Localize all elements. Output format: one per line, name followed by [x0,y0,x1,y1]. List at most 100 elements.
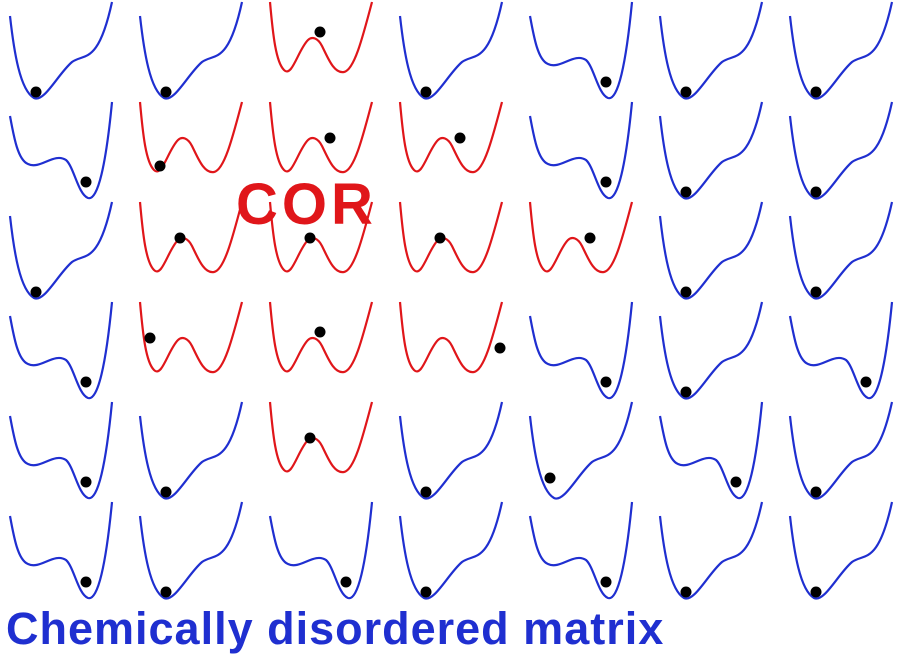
well-curve [398,201,504,274]
well-curve [528,301,634,400]
matrix-potential-well [788,101,894,200]
particle-dot [810,586,822,598]
particle-dot [340,576,352,588]
well-curve [658,501,764,600]
well-curve [8,401,114,500]
matrix-potential-well [658,201,764,300]
cor-potential-well [398,101,504,174]
well-curve [788,401,894,500]
matrix-potential-well [398,401,504,500]
matrix-potential-well [788,401,894,500]
well-curve [788,1,894,100]
well-curve [8,101,114,200]
well-curve [268,501,374,600]
well-curve [138,101,244,174]
cor-potential-well [138,101,244,174]
well-curve [138,1,244,100]
particle-dot [680,386,692,398]
matrix-potential-well [8,301,114,400]
well-curve [138,201,244,274]
matrix-potential-well [268,501,374,600]
cor-potential-well [268,201,374,274]
well-curve [788,501,894,600]
well-curve [788,201,894,300]
matrix-potential-well [8,501,114,600]
particle-dot [160,486,172,498]
particle-dot [314,26,326,38]
particle-dot [600,576,612,588]
well-curve [138,401,244,500]
particle-dot [810,86,822,98]
cor-potential-well [268,1,374,74]
particle-dot [600,376,612,388]
particle-dot [680,586,692,598]
particle-dot [154,160,166,172]
matrix-potential-well [138,501,244,600]
cor-potential-well [268,401,374,474]
particle-dot [810,286,822,298]
figure-caption: Chemically disordered matrix [6,603,665,654]
cor-potential-well [398,201,504,274]
well-curve [788,301,894,400]
cor-potential-well [398,301,506,374]
particle-dot [680,86,692,98]
particle-dot [494,342,506,354]
well-curve [658,201,764,300]
particle-dot [80,176,92,188]
particle-dot [144,332,156,344]
particle-dot [80,476,92,488]
matrix-potential-well [398,501,504,600]
matrix-potential-well [788,301,894,400]
well-curve [398,501,504,600]
particle-dot [420,486,432,498]
particle-dot [810,186,822,198]
well-curve [788,101,894,200]
well-curve [138,501,244,600]
matrix-potential-well [8,101,114,200]
particle-dot [730,476,742,488]
well-curve [268,101,374,174]
matrix-potential-well [528,101,634,200]
matrix-potential-well [788,201,894,300]
particle-dot [304,432,316,444]
matrix-potential-well [138,1,244,100]
particle-dot [600,76,612,88]
matrix-potential-well [658,401,764,500]
well-curve [528,101,634,200]
particle-dot [324,132,336,144]
particle-dot [680,286,692,298]
well-curve [268,301,374,374]
matrix-potential-well [528,501,634,600]
well-curve [8,201,114,300]
matrix-potential-well [8,1,114,100]
particle-dot [680,186,692,198]
well-curve [528,1,634,100]
particle-dot [314,326,326,338]
cor-potential-well [268,101,374,174]
particle-dot [80,576,92,588]
well-curve [658,301,764,400]
cor-potential-well [138,301,244,374]
particle-dot [584,232,596,244]
matrix-potential-well [788,1,894,100]
well-curve [268,401,374,474]
matrix-potential-well [528,401,634,500]
particle-dot [304,232,316,244]
matrix-potential-well [658,501,764,600]
particle-dot [420,586,432,598]
particle-dot [434,232,446,244]
well-curve [528,201,634,274]
matrix-potential-well [788,501,894,600]
matrix-potential-well [8,401,114,500]
particle-dot [454,132,466,144]
well-curve [268,1,374,74]
well-curve [398,1,504,100]
cor-potential-well [528,201,634,274]
matrix-potential-well [138,401,244,500]
particle-dot [600,176,612,188]
well-curve [398,301,504,374]
matrix-potential-well [528,1,634,100]
cor-potential-well [138,201,244,274]
